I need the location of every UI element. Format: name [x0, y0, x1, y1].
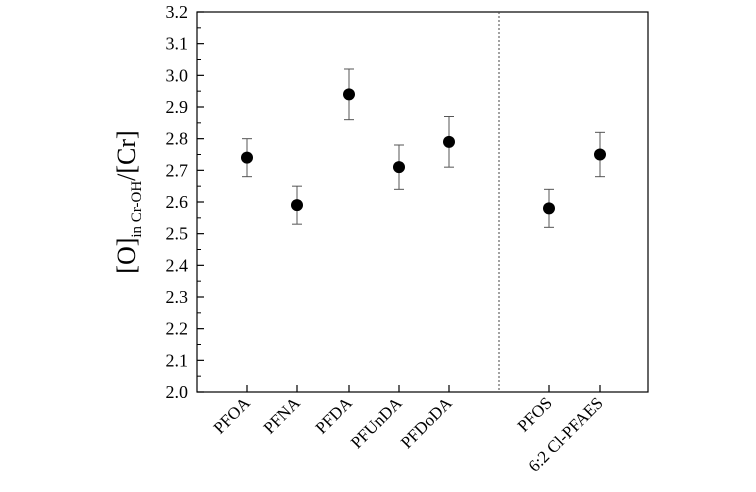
y-tick-label: 2.8: [166, 129, 189, 149]
x-category-label: PFOS: [514, 393, 556, 435]
y-tick-label: 2.5: [166, 224, 189, 244]
y-tick-label: 2.1: [166, 350, 189, 370]
x-category-label: PFUnDA: [347, 393, 406, 452]
y-tick-label: 2.2: [166, 319, 189, 339]
y-tick-label: 2.9: [166, 97, 189, 117]
data-point: [241, 151, 253, 164]
x-category-label: PFDoDA: [397, 393, 456, 452]
y-tick-label: 3.0: [166, 65, 189, 85]
data-point: [594, 148, 606, 161]
y-tick-label: 2.4: [166, 255, 189, 275]
y-tick-label: 2.7: [166, 160, 189, 180]
data-point: [543, 202, 555, 215]
y-axis-title-open: [O]: [112, 238, 141, 274]
y-tick-label: 2.0: [166, 382, 189, 402]
data-point: [393, 161, 405, 174]
y-axis-title-close: /[Cr]: [112, 130, 141, 181]
x-category-label: PFDA: [312, 393, 357, 438]
y-tick-label: 2.3: [166, 287, 189, 307]
y-tick-label: 3.2: [166, 2, 189, 22]
data-point: [343, 88, 355, 101]
y-tick-label: 3.1: [166, 34, 189, 54]
data-points: [241, 68, 606, 228]
y-axis-title: [O]in Cr-OH/[Cr]: [112, 130, 145, 273]
y-axis-title-subscript: in Cr-OH: [129, 181, 145, 238]
x-category-label: PFNA: [260, 393, 305, 438]
data-point: [443, 135, 455, 148]
plot-frame: [196, 11, 649, 393]
x-category-label: PFOA: [210, 393, 255, 438]
data-point: [291, 199, 303, 212]
y-axis: 2.0 2.1 2.2 2.3 2.4 2.5 2.6 2.7 2.8 2.9 3.0 3.1 3.2: [166, 2, 204, 402]
y-tick-label: 2.6: [166, 192, 189, 212]
